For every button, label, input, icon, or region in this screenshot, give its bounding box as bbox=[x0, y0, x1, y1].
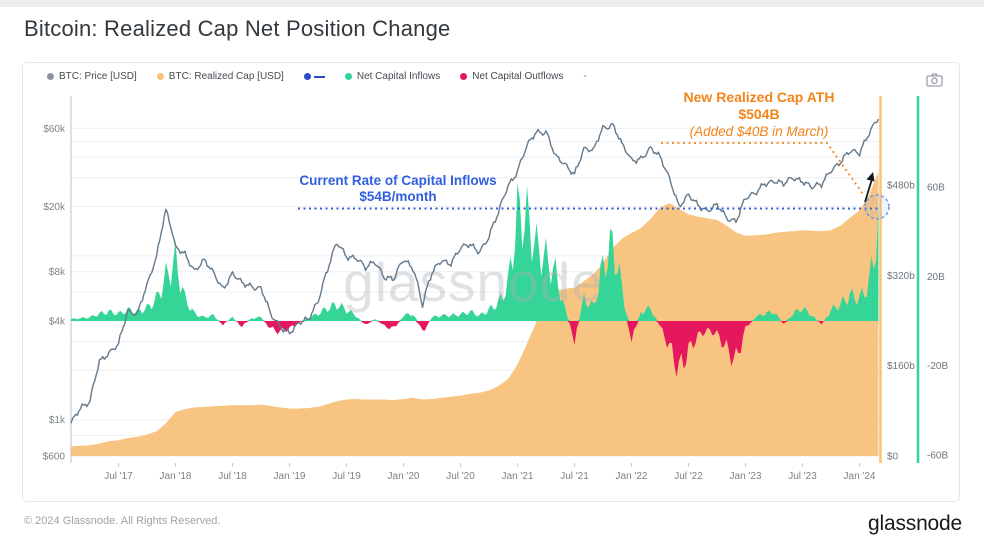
page-title: Bitcoin: Realized Cap Net Position Chang… bbox=[24, 16, 451, 41]
trend-arrow-shaft bbox=[864, 178, 873, 203]
x-axis-label: Jan '23 bbox=[730, 471, 762, 482]
legend-item-btc-price-usd[interactable]: BTC: Price [USD] bbox=[47, 71, 137, 82]
legend-dot-icon bbox=[344, 73, 352, 80]
glassnode-wordmark: glassnode bbox=[868, 512, 962, 535]
x-axis-label: Jul '22 bbox=[674, 471, 703, 482]
y-axis-price-label: $60k bbox=[43, 124, 66, 135]
x-axis-label: Jan '22 bbox=[616, 471, 648, 482]
window-top-strip bbox=[0, 0, 984, 7]
x-axis-label: Jan '21 bbox=[502, 471, 534, 482]
x-axis-label: Jan '20 bbox=[388, 471, 420, 482]
y-axis-price-label: $8k bbox=[49, 267, 66, 278]
legend-label: BTC: Price [USD] bbox=[59, 71, 137, 82]
x-axis-label: Jan '24 bbox=[844, 471, 876, 482]
legend-dot-icon bbox=[47, 73, 54, 80]
y-axis-price-label: $1k bbox=[49, 415, 66, 426]
legend-dot-icon bbox=[460, 73, 468, 80]
copyright-text: © 2024 Glassnode. All Rights Reserved. bbox=[24, 515, 221, 527]
legend-item-5[interactable]: - bbox=[583, 71, 586, 82]
chart-card: BTC: Price [USD] BTC: Realized Cap [USD] N… bbox=[22, 62, 960, 502]
legend-item-marker-2[interactable] bbox=[303, 73, 325, 80]
x-axis-label: Jan '19 bbox=[274, 471, 306, 482]
legend-label: Net Capital Outflows bbox=[472, 71, 564, 82]
x-axis-label: Jul '23 bbox=[788, 471, 817, 482]
series-net-capital-outflows-area bbox=[71, 321, 879, 377]
trend-arrow-head bbox=[866, 172, 875, 182]
y-axis-price-label: $4k bbox=[49, 317, 66, 328]
chart-canvas[interactable]: $60k $20k $8k $4k $1k $600 Jul '17 Jan '18 Jul '… bbox=[23, 63, 961, 503]
y-axis-cap-label: $320b bbox=[887, 271, 915, 282]
legend-label: Net Capital Inflows bbox=[356, 71, 441, 82]
y-axis-flow-label: 60B bbox=[927, 183, 945, 194]
x-axis-label: Jul '18 bbox=[218, 471, 247, 482]
y-axis-flow-label: -60B bbox=[927, 450, 948, 461]
y-axis-price-label: $20k bbox=[43, 202, 66, 213]
legend-dot-icon bbox=[156, 73, 164, 80]
y-axis-cap-label: $0 bbox=[887, 452, 899, 463]
legend-label: BTC: Realized Cap [USD] bbox=[168, 71, 284, 82]
y-axis-price-label: $600 bbox=[43, 452, 66, 463]
y-axis-cap-label: $480b bbox=[887, 181, 915, 192]
legend-dash-icon bbox=[313, 75, 325, 78]
watermark: glassnode bbox=[343, 251, 603, 313]
camera-icon bbox=[925, 73, 943, 87]
legend-item-net-capital-outflows[interactable]: Net Capital Outflows bbox=[460, 71, 563, 82]
x-axis-label: Jul '17 bbox=[104, 471, 133, 482]
x-axis-label: Jul '21 bbox=[560, 471, 589, 482]
current-point-highlight-circle bbox=[864, 194, 890, 220]
y-axis-flow-label: -20B bbox=[927, 361, 948, 372]
x-axis-label: Jul '19 bbox=[332, 471, 361, 482]
x-axis-label: Jul '20 bbox=[446, 471, 475, 482]
x-axis-label: Jan '18 bbox=[160, 471, 192, 482]
legend-dot-icon bbox=[303, 73, 311, 80]
legend-item-net-capital-inflows[interactable]: Net Capital Inflows bbox=[344, 71, 441, 82]
realized-ath-dotted-pointer bbox=[661, 142, 864, 195]
screenshot-button[interactable] bbox=[923, 71, 945, 89]
series-realized-cap-area bbox=[71, 171, 879, 456]
legend-item-btc-realized-cap-usd[interactable]: BTC: Realized Cap [USD] bbox=[156, 71, 284, 82]
series-btc-price-line bbox=[70, 118, 880, 424]
legend-label: - bbox=[583, 71, 587, 82]
y-axis-cap-label: $160b bbox=[887, 361, 915, 372]
y-axis-flow-label: 20B bbox=[927, 272, 945, 283]
chart-legend: BTC: Price [USD] BTC: Realized Cap [USD] N… bbox=[47, 71, 587, 82]
